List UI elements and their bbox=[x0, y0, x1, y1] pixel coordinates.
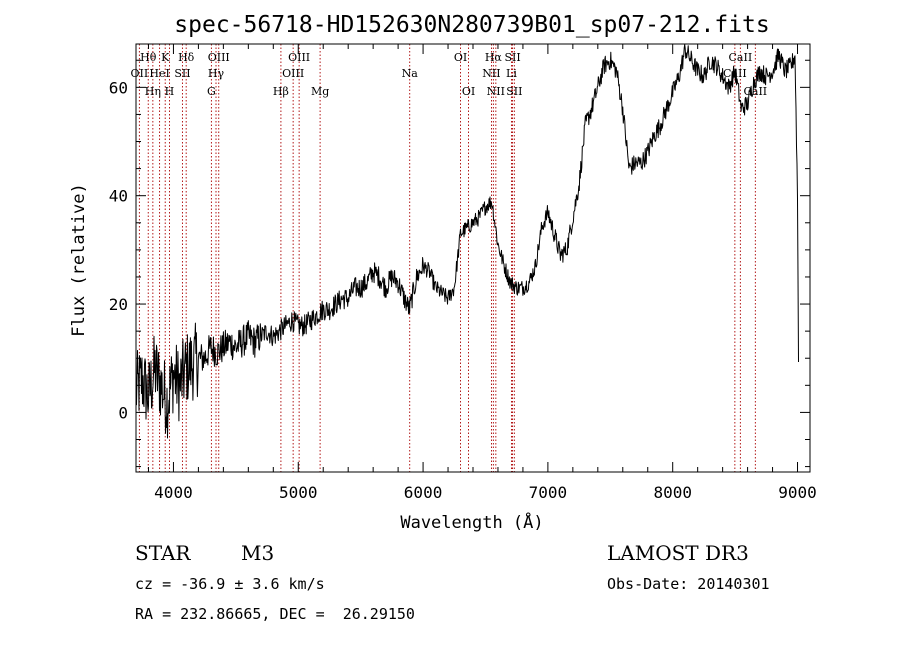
line-marker-label: Hβ bbox=[273, 85, 289, 98]
line-marker-label: K bbox=[161, 51, 170, 64]
x-tick-label: 5000 bbox=[279, 483, 318, 502]
y-tick-label: 60 bbox=[109, 78, 128, 97]
line-marker-label: Mg bbox=[311, 85, 329, 98]
line-markers bbox=[138, 44, 756, 472]
y-axis: 0 20 40 60 bbox=[109, 59, 810, 468]
line-marker-label: Hα bbox=[485, 51, 503, 64]
line-marker-label: OII bbox=[131, 67, 149, 80]
y-axis-label: Flux (relative) bbox=[69, 183, 89, 337]
survey-name: LAMOST DR3 bbox=[607, 541, 749, 565]
line-marker-label: CaII bbox=[729, 51, 753, 64]
x-tick-label: 7000 bbox=[529, 483, 568, 502]
obs-date: Obs-Date: 20140301 bbox=[607, 575, 770, 593]
x-tick-label: 6000 bbox=[404, 483, 443, 502]
y-tick-label: 20 bbox=[109, 295, 128, 314]
line-marker-label: Na bbox=[402, 67, 419, 80]
x-axis: 4000 5000 6000 7000 8000 9000 bbox=[147, 44, 817, 502]
redshift-text: cz = -36.9 ± 3.6 km/s bbox=[135, 575, 325, 593]
line-marker-label: SII bbox=[174, 67, 190, 80]
marker-labels: Hθ OII Hη HeI K H SII Hδ OIII Hγ G Hβ OIII OIII Mg Na OI… bbox=[131, 51, 768, 98]
line-marker-label: OI bbox=[454, 51, 467, 64]
object-class: STAR bbox=[135, 541, 191, 565]
line-marker-label: OI bbox=[462, 85, 475, 98]
line-marker-label: HeI bbox=[149, 67, 169, 80]
line-marker-label: G bbox=[207, 85, 216, 98]
line-marker-label: OIII bbox=[288, 51, 310, 64]
line-marker-label: OIII bbox=[282, 67, 304, 80]
y-tick-label: 40 bbox=[109, 187, 128, 206]
line-marker-label: OIII bbox=[208, 51, 230, 64]
spectrum-line bbox=[135, 44, 799, 439]
x-tick-label: 4000 bbox=[154, 483, 193, 502]
object-subclass: M3 bbox=[241, 541, 274, 565]
x-axis-label: Wavelength (Å) bbox=[400, 511, 543, 533]
y-tick-label: 0 bbox=[118, 403, 128, 422]
line-marker-label: NII bbox=[482, 67, 500, 80]
x-tick-label: 9000 bbox=[778, 483, 817, 502]
line-marker-label: CaII bbox=[743, 85, 767, 98]
plot-frame bbox=[135, 43, 811, 473]
line-marker-label: SII bbox=[506, 85, 522, 98]
series-layer bbox=[135, 44, 799, 439]
x-tick-label: 8000 bbox=[653, 483, 692, 502]
line-marker-label: Hθ bbox=[140, 51, 157, 64]
line-marker-label: Hη bbox=[145, 85, 161, 98]
line-marker-label: NII bbox=[487, 85, 505, 98]
line-marker-label: Hδ bbox=[178, 51, 195, 64]
chart-title: spec-56718-HD152630N280739B01_sp07-212.f… bbox=[174, 12, 769, 38]
line-marker-label: CaII bbox=[723, 67, 747, 80]
line-marker-label: H bbox=[165, 85, 175, 98]
line-marker-label: SII bbox=[504, 51, 520, 64]
line-marker-label: Hγ bbox=[208, 67, 225, 80]
coordinates: RA = 232.86665, DEC = 26.29150 bbox=[135, 605, 415, 623]
line-marker-label: Li bbox=[506, 67, 517, 80]
